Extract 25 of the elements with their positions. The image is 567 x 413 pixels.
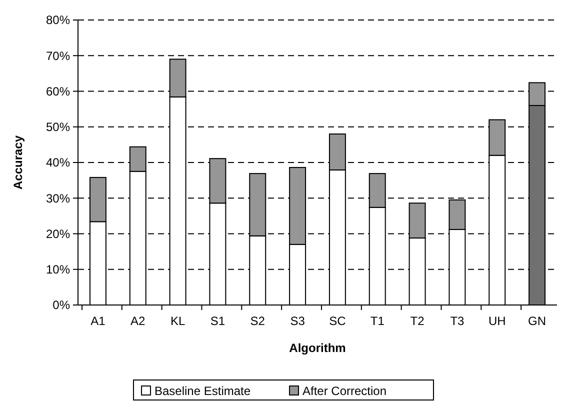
x-tick-label: KL [170, 314, 186, 328]
x-tick-label: S3 [290, 314, 306, 328]
x-tick-label: UH [488, 314, 506, 328]
y-tick-label: 30% [46, 191, 70, 206]
x-tick-label: S2 [250, 314, 266, 328]
x-tick-label: A2 [130, 314, 146, 328]
x-tick-label: T3 [450, 314, 465, 328]
x-axis-title: Algorithm [289, 341, 346, 355]
x-tick-label: T1 [370, 314, 385, 328]
y-tick-label: 60% [46, 84, 70, 98]
x-tick-label: T2 [410, 314, 425, 328]
y-tick-label: 70% [46, 48, 70, 63]
x-tick-label: S1 [210, 314, 226, 328]
y-tick-label: 40% [46, 156, 70, 170]
y-tick-label: 50% [46, 120, 70, 134]
y-tick-label: 20% [46, 226, 70, 241]
y-axis-title: Accuracy [11, 135, 25, 190]
legend-label: Baseline Estimate [154, 384, 251, 398]
y-tick-label: 10% [46, 262, 70, 277]
x-tick-label: A1 [90, 314, 106, 328]
legend-label: After Correction [302, 384, 387, 398]
x-tick-label: GN [528, 314, 546, 328]
x-tick-label: SC [329, 314, 346, 328]
y-tick-label: 80% [46, 13, 70, 28]
y-tick-label: 0% [52, 298, 70, 312]
